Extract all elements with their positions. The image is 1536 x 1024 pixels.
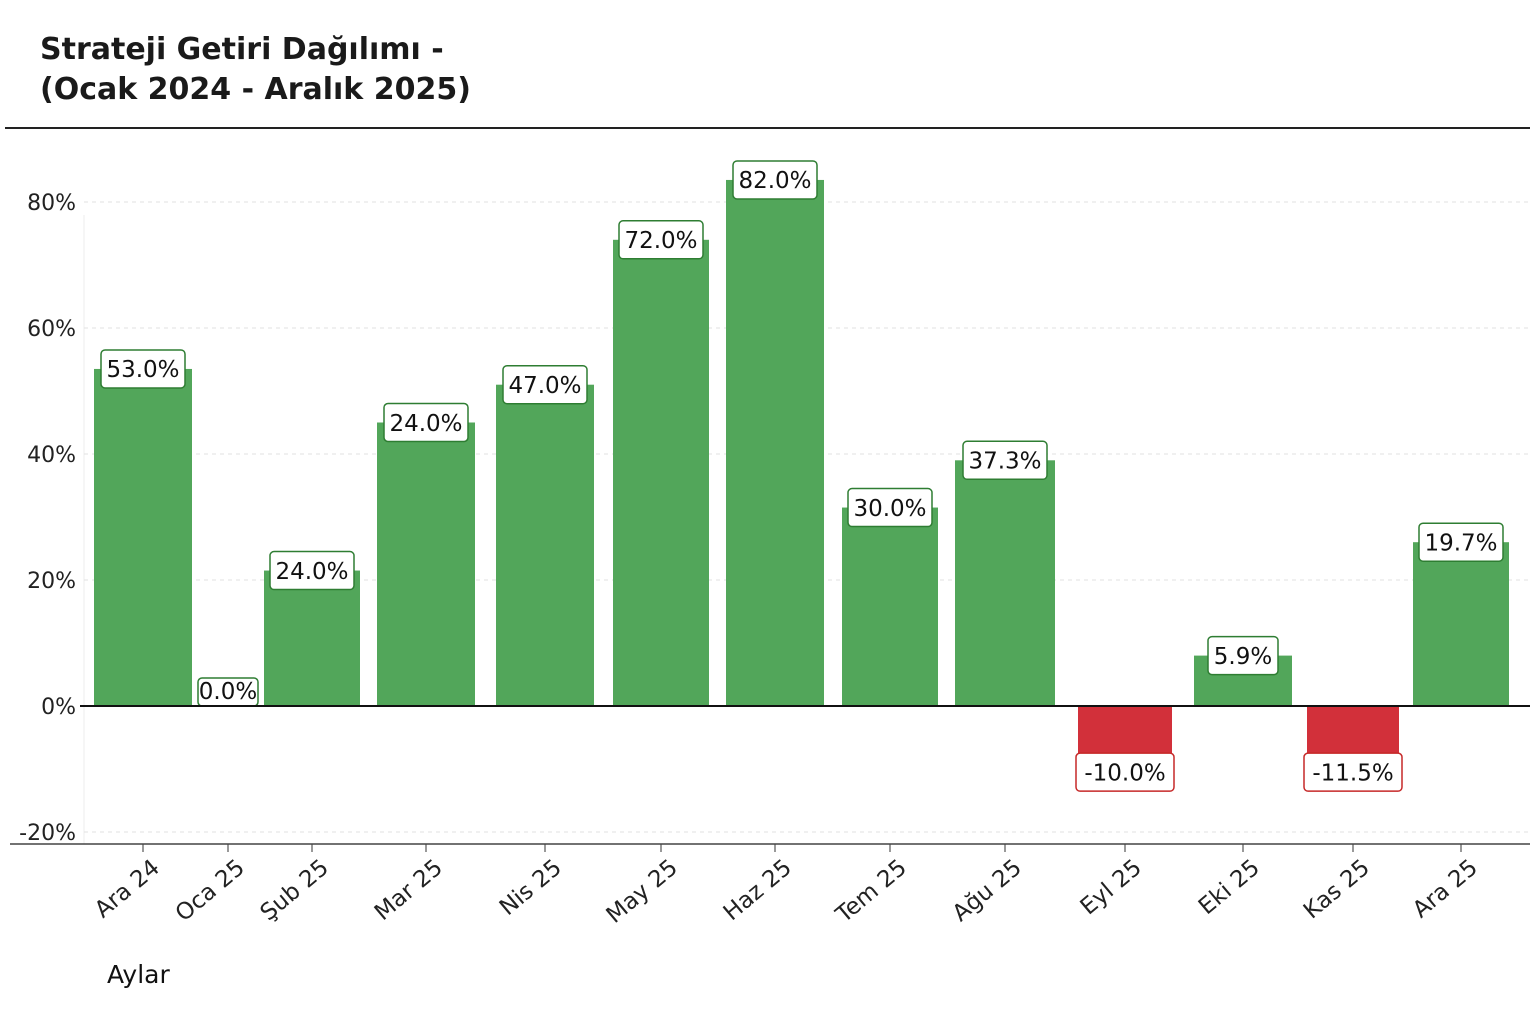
x-tick-label: May 25	[602, 855, 683, 929]
bar	[955, 460, 1055, 706]
x-tick-label: Haz 25	[719, 855, 797, 926]
data-label: 24.0%	[275, 559, 348, 585]
y-tick-label: 80%	[27, 191, 76, 216]
data-label: 82.0%	[738, 168, 811, 194]
y-tick-label: 40%	[27, 443, 76, 468]
data-label-box	[100, 349, 186, 389]
data-label: 30.0%	[853, 496, 926, 522]
bar	[613, 239, 709, 707]
bar	[842, 507, 938, 706]
data-label-box	[732, 160, 818, 200]
x-tick-label: Ağu 25	[948, 855, 1027, 927]
data-label: 0.0%	[199, 679, 257, 705]
data-label: 53.0%	[106, 357, 179, 383]
data-label: 37.3%	[968, 449, 1041, 475]
x-tick-label: Nis 25	[495, 855, 567, 921]
data-label: 19.7%	[1424, 530, 1497, 556]
y-tick-label: 0%	[41, 695, 76, 720]
x-tick-label: Eyl 25	[1076, 855, 1147, 921]
data-label-box	[847, 487, 933, 528]
data-label: -10.0%	[1084, 760, 1165, 786]
data-label-box	[618, 220, 704, 260]
data-label-box	[269, 550, 355, 591]
x-tick-label: Oca 25	[171, 855, 250, 927]
data-label-box	[1207, 635, 1279, 676]
bar	[377, 422, 475, 706]
x-tick-label: Kas 25	[1299, 855, 1375, 925]
data-label: 47.0%	[508, 373, 581, 399]
title-line-1: Strateji Getiri Dağılımı -	[40, 32, 444, 67]
data-label-box	[1075, 752, 1175, 792]
chart-title: Strateji Getiri Dağılımı - (Ocak 2024 - …	[40, 30, 471, 110]
bar	[94, 368, 192, 706]
data-label: 24.0%	[389, 411, 462, 437]
title-line-2: (Ocak 2024 - Aralık 2025)	[40, 72, 471, 107]
x-axis-label: Aylar	[107, 960, 170, 989]
x-tick-label: Şub 25	[256, 855, 334, 927]
data-label-box	[962, 440, 1048, 481]
data-label: -11.5%	[1312, 760, 1393, 786]
y-tick-label: 60%	[27, 317, 76, 342]
data-label: 72.0%	[624, 228, 697, 254]
x-tick-label: Tem 25	[831, 855, 912, 929]
bar	[1413, 542, 1509, 706]
y-tick-label: -20%	[19, 821, 76, 846]
y-tick-label: 20%	[27, 569, 76, 594]
bar	[264, 570, 360, 706]
data-label-box	[1303, 752, 1403, 792]
data-label-box	[1418, 522, 1504, 562]
x-tick-label: Eki 25	[1194, 855, 1265, 920]
x-tick-label: Mar 25	[370, 855, 448, 926]
bar	[726, 179, 824, 706]
data-label-box	[383, 402, 469, 443]
x-tick-label: Ara 24	[90, 855, 165, 924]
data-label: 5.9%	[1214, 644, 1272, 670]
bar	[496, 384, 594, 706]
data-label-box	[502, 364, 588, 405]
x-tick-label: Ara 25	[1408, 855, 1483, 924]
